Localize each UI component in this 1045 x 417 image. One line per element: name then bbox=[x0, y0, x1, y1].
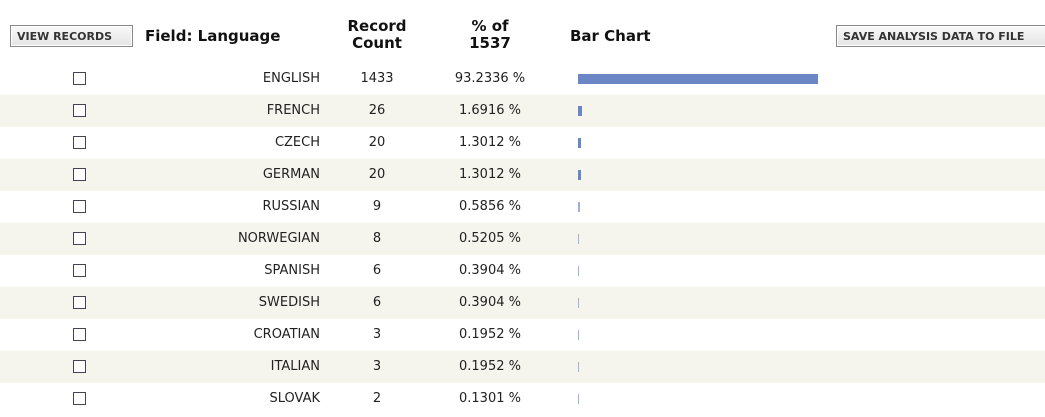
save-button[interactable]: SAVE ANALYSIS DATA TO FILE bbox=[836, 25, 1045, 47]
bar bbox=[578, 298, 579, 308]
record-count: 6 bbox=[372, 263, 382, 278]
record-count: 9 bbox=[372, 199, 382, 214]
checkbox[interactable] bbox=[73, 72, 86, 85]
percent: 0.1952 % bbox=[459, 359, 521, 374]
record-count: 20 bbox=[368, 167, 386, 182]
language: CROATIAN bbox=[253, 327, 320, 342]
table-row: GERMAN 20 1.3012 % bbox=[0, 159, 1045, 191]
checkbox[interactable] bbox=[73, 296, 86, 309]
language: ENGLISH bbox=[262, 71, 320, 86]
bar bbox=[578, 170, 582, 180]
language: CZECH bbox=[274, 135, 320, 150]
checkbox[interactable] bbox=[73, 200, 86, 213]
count-header-line: Count bbox=[352, 34, 402, 52]
checkbox[interactable] bbox=[73, 360, 86, 373]
record-count: 20 bbox=[368, 135, 386, 150]
checkbox[interactable] bbox=[73, 136, 86, 149]
table-row: FRENCH 26 1.6916 % bbox=[0, 95, 1045, 127]
bar bbox=[578, 74, 818, 84]
bar bbox=[578, 394, 579, 404]
percent-header: % of 1537 bbox=[450, 18, 530, 52]
percent: 0.5205 % bbox=[459, 231, 521, 246]
table-row: RUSSIAN 9 0.5856 % bbox=[0, 191, 1045, 223]
language: SLOVAK bbox=[269, 391, 320, 406]
language: FRENCH bbox=[266, 103, 320, 118]
language: SWEDISH bbox=[258, 295, 320, 310]
bar bbox=[578, 106, 583, 116]
percent-header-line: % of bbox=[471, 17, 509, 35]
record-count: 26 bbox=[368, 103, 386, 118]
percent: 0.1952 % bbox=[459, 327, 521, 342]
percent: 93.2336 % bbox=[454, 71, 526, 86]
percent: 1.3012 % bbox=[459, 135, 521, 150]
field-header: Field: Language bbox=[145, 27, 281, 45]
language: GERMAN bbox=[262, 167, 320, 182]
language: ITALIAN bbox=[270, 359, 320, 374]
bar bbox=[578, 234, 580, 244]
percent-header-line: 1537 bbox=[469, 34, 511, 52]
count-header: Record Count bbox=[337, 18, 417, 52]
percent: 0.3904 % bbox=[459, 263, 521, 278]
checkbox[interactable] bbox=[73, 168, 86, 181]
table-row: SPANISH 6 0.3904 % bbox=[0, 255, 1045, 287]
count-header-line: Record bbox=[347, 17, 407, 35]
bar bbox=[578, 362, 579, 372]
checkbox[interactable] bbox=[73, 392, 86, 405]
language: NORWEGIAN bbox=[237, 231, 320, 246]
bar bbox=[578, 138, 582, 148]
percent: 0.3904 % bbox=[459, 295, 521, 310]
percent: 1.6916 % bbox=[459, 103, 521, 118]
bar-header: Bar Chart bbox=[570, 27, 651, 45]
record-count: 8 bbox=[372, 231, 382, 246]
table-row: CZECH 20 1.3012 % bbox=[0, 127, 1045, 159]
record-count: 6 bbox=[372, 295, 382, 310]
table-row: NORWEGIAN 8 0.5205 % bbox=[0, 223, 1045, 255]
checkbox[interactable] bbox=[73, 104, 86, 117]
percent: 1.3012 % bbox=[459, 167, 521, 182]
table-row: SWEDISH 6 0.3904 % bbox=[0, 287, 1045, 319]
record-count: 3 bbox=[372, 327, 382, 342]
table-row: CROATIAN 3 0.1952 % bbox=[0, 319, 1045, 351]
checkbox[interactable] bbox=[73, 264, 86, 277]
record-count: 1433 bbox=[360, 71, 394, 86]
bar bbox=[578, 266, 579, 276]
record-count: 3 bbox=[372, 359, 382, 374]
checkbox[interactable] bbox=[73, 328, 86, 341]
bar bbox=[578, 330, 579, 340]
view-records-button[interactable]: VIEW RECORDS bbox=[10, 25, 133, 47]
language: SPANISH bbox=[264, 263, 320, 278]
bar bbox=[578, 202, 580, 212]
checkbox[interactable] bbox=[73, 232, 86, 245]
percent: 0.5856 % bbox=[459, 199, 521, 214]
language: RUSSIAN bbox=[262, 199, 320, 214]
percent: 0.1301 % bbox=[459, 391, 521, 406]
record-count: 2 bbox=[372, 391, 382, 406]
table-row: ENGLISH 1433 93.2336 % bbox=[0, 63, 1045, 95]
table-row: ITALIAN 3 0.1952 % bbox=[0, 351, 1045, 383]
table-row: SLOVAK 2 0.1301 % bbox=[0, 383, 1045, 415]
